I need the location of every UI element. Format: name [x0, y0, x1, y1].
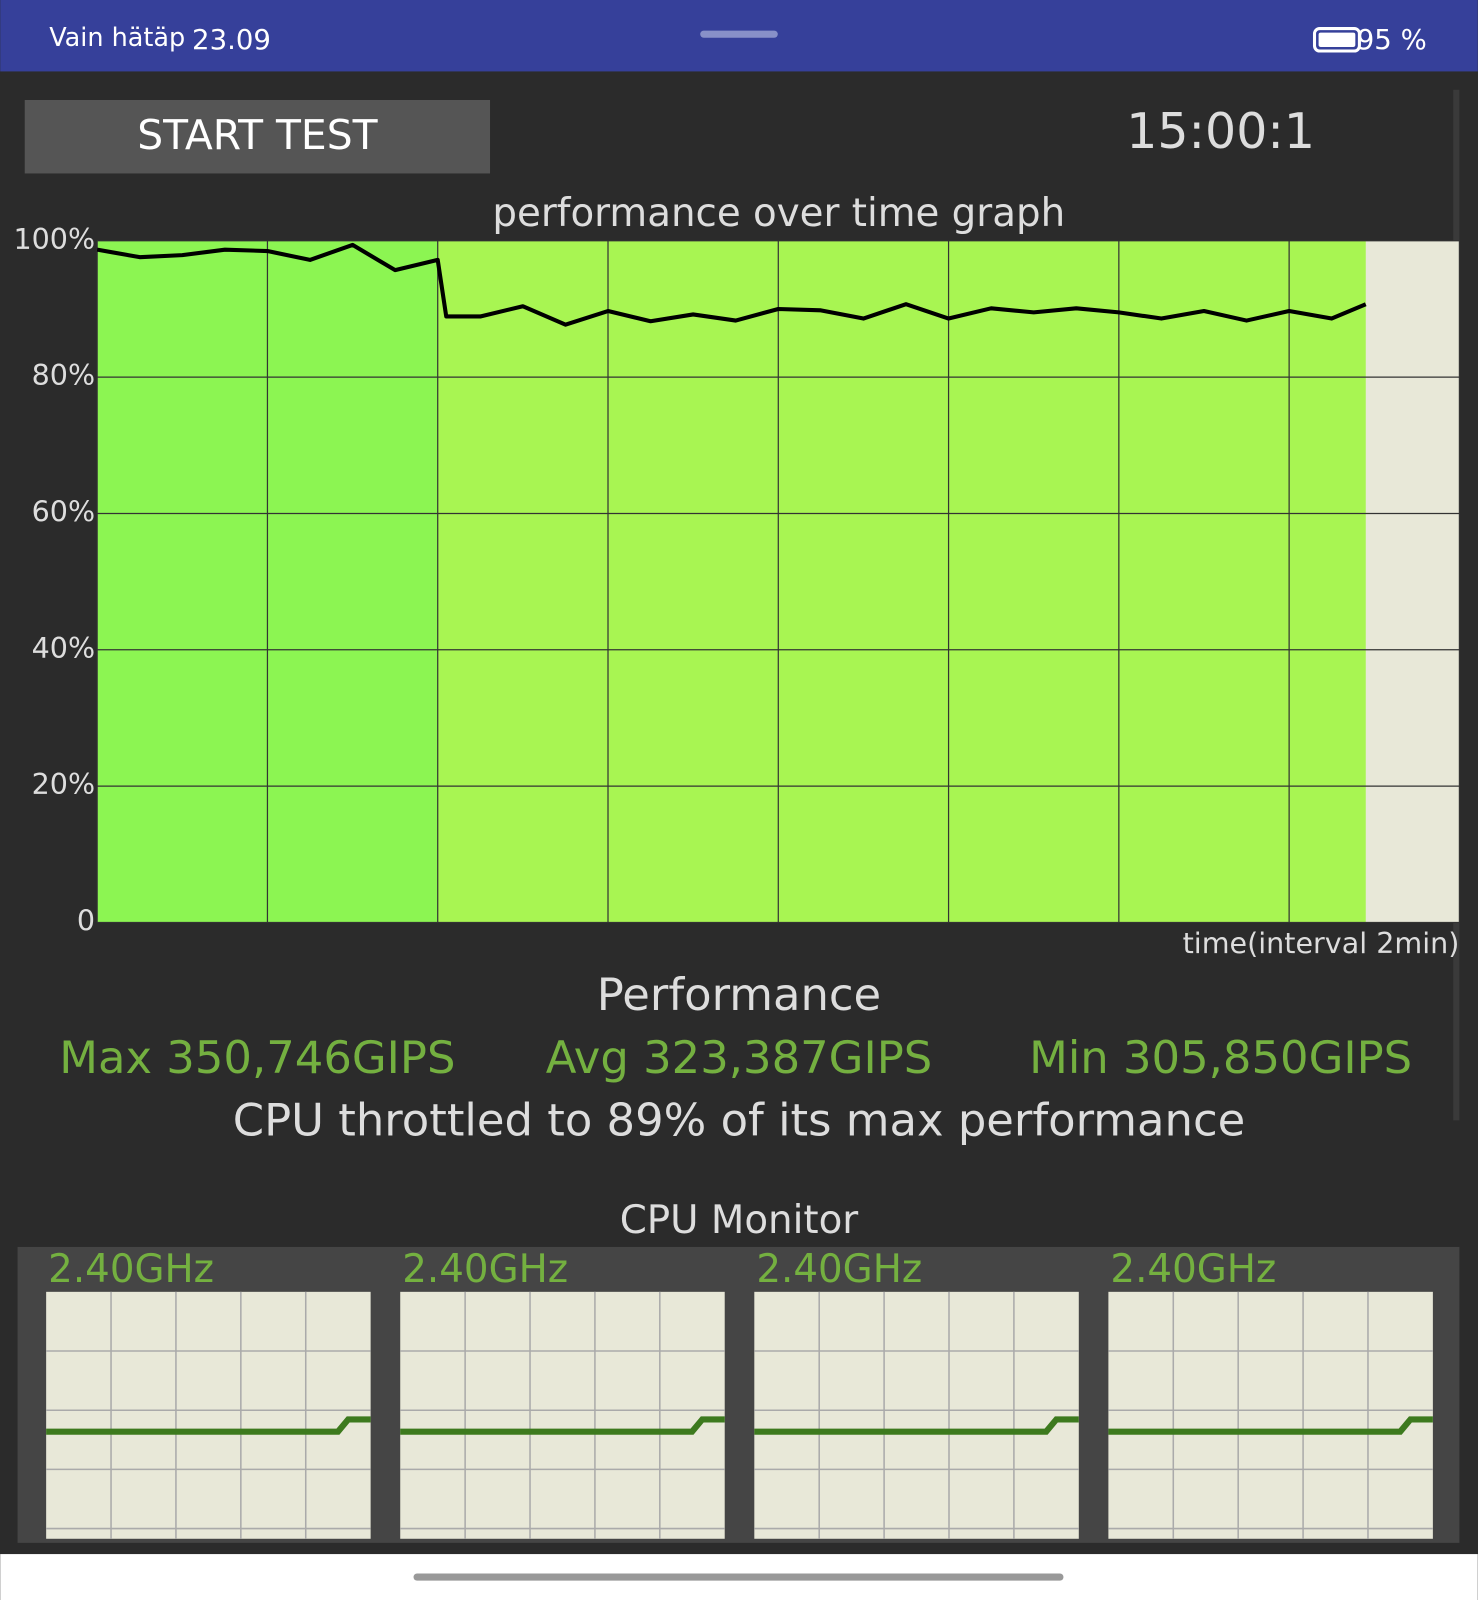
timer: 15:00:1 — [1126, 103, 1315, 160]
start-button-label[interactable]: START TEST — [137, 111, 378, 159]
core-graph — [46, 1291, 371, 1539]
battery-text: 95 % — [1357, 24, 1427, 56]
y-tick-label: 60% — [32, 494, 96, 528]
gesture-bar — [413, 1573, 1064, 1581]
y-tick-label: 100% — [13, 222, 95, 256]
battery-level — [1318, 32, 1356, 47]
core-line — [1108, 1416, 1433, 1435]
cpu-monitor-title: CPU Monitor — [620, 1198, 859, 1243]
core-frequency: 2.40GHz — [756, 1247, 922, 1292]
performance-line — [96, 242, 1367, 327]
plot: 0 20% 40% 60% 80% 100% — [13, 222, 1461, 937]
battery-icon — [1312, 27, 1361, 53]
core-frequency: 2.40GHz — [402, 1247, 568, 1292]
core-graph — [400, 1291, 725, 1539]
x-axis-label: time(interval 2min) — [1183, 926, 1460, 960]
cpu-cores: 2.40GHz 2.40GHz 2.40GHz 2.40GHz — [46, 1247, 1433, 1539]
phase-fill — [437, 240, 1366, 923]
chart-title: performance over time graph — [492, 191, 1065, 236]
status-time: 23.09 — [192, 24, 271, 56]
min-stat: Min 305,850GIPS — [1029, 1031, 1412, 1084]
max-stat: Max 350,746GIPS — [59, 1031, 455, 1084]
avg-stat: Avg 323,387GIPS — [546, 1031, 933, 1084]
throttle-text: CPU throttled to 89% of its max performa… — [233, 1093, 1245, 1146]
core-frequency: 2.40GHz — [1110, 1247, 1276, 1292]
y-tick-label: 0 — [77, 903, 95, 937]
core-line — [754, 1416, 1079, 1435]
core-line — [46, 1416, 371, 1435]
y-tick-label: 80% — [32, 358, 96, 392]
status-text: Vain hätäp — [49, 23, 185, 53]
drag-handle — [700, 30, 778, 38]
core-graph — [754, 1291, 1079, 1539]
y-tick-label: 20% — [32, 767, 96, 801]
start-button[interactable] — [24, 100, 491, 174]
core-frequency: 2.40GHz — [48, 1247, 214, 1292]
core-line — [400, 1416, 725, 1435]
y-tick-label: 40% — [32, 631, 96, 665]
core-graph — [1108, 1291, 1433, 1539]
summary-heading: Performance — [597, 968, 881, 1021]
